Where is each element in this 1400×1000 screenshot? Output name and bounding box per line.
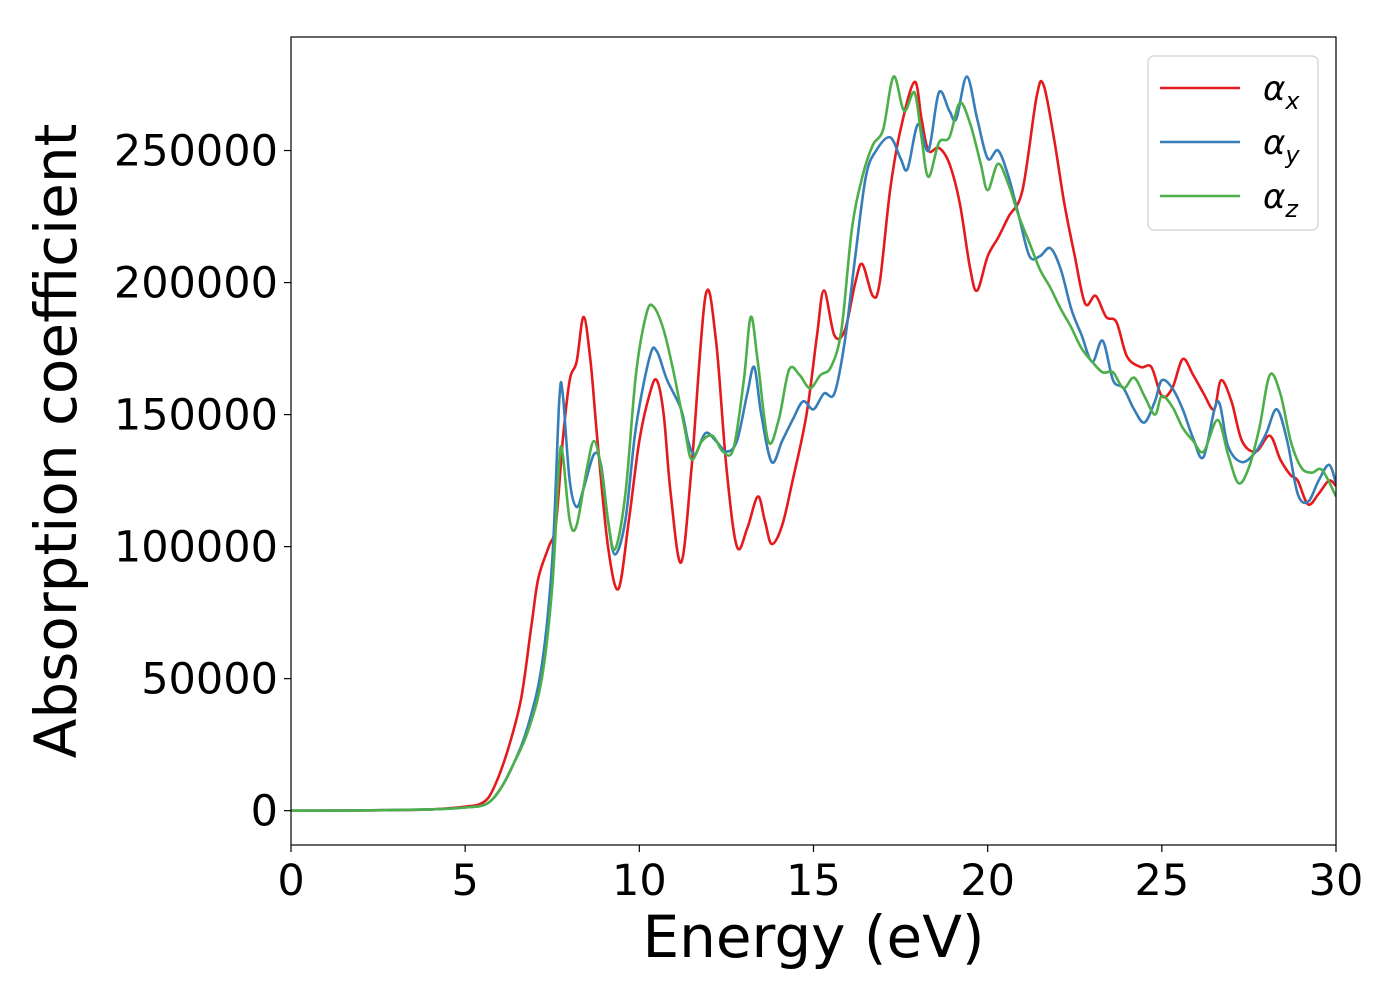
x-tick-label: 20 [960, 856, 1015, 906]
y-tick-label: 100000 [114, 523, 278, 573]
series-layer [291, 75, 1336, 812]
x-tick-label: 25 [1134, 856, 1189, 906]
y-tick-label: 250000 [114, 127, 278, 177]
series-line-x [291, 79, 1336, 812]
x-tick-label: 15 [786, 856, 841, 906]
series-line-z [291, 75, 1336, 812]
x-tick-label: 0 [277, 856, 304, 906]
x-ticks: 0 5 10 15 20 25 30 [277, 845, 1363, 906]
y-tick-label: 150000 [114, 391, 278, 441]
x-tick-label: 30 [1309, 856, 1364, 906]
x-tick-label: 5 [451, 856, 478, 906]
y-tick-label: 200000 [114, 259, 278, 309]
x-tick-label: 10 [612, 856, 667, 906]
y-tick-label: 0 [251, 787, 278, 837]
y-ticks: 0 50000 100000 150000 200000 250000 [114, 127, 291, 837]
x-axis-title: Energy (eV) [642, 903, 984, 971]
y-axis-title: Absorption coefficient [22, 124, 90, 759]
y-tick-label: 50000 [141, 655, 278, 705]
